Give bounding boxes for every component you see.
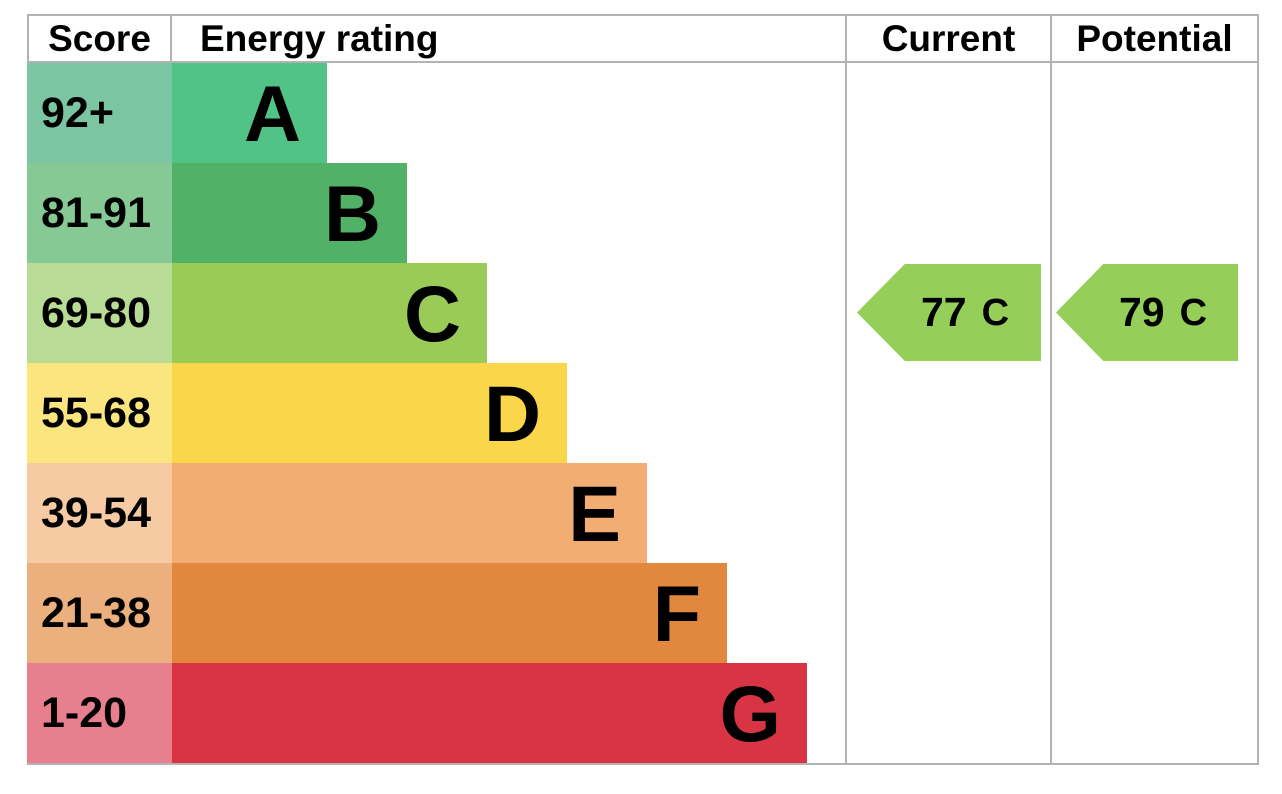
current-rating-letter: C (981, 291, 1010, 334)
rating-letter: G (719, 668, 781, 758)
table-right-border (1257, 14, 1259, 765)
potential-column-header: Potential (1076, 18, 1233, 59)
score-range-cell: 81-91 (27, 163, 172, 263)
table-top-border (27, 14, 1259, 16)
rating-letter: E (568, 468, 621, 558)
band-row-d: 55-68 D (27, 363, 1227, 463)
rating-letter: D (483, 368, 541, 458)
band-row-a: 92+ A (27, 63, 1227, 163)
rating-bar-g: G (172, 663, 807, 763)
band-row-c: 69-80 C (27, 263, 1227, 363)
energy-rating-column-header: Energy rating (200, 18, 439, 59)
current-column-header: Current (881, 18, 1016, 59)
score-range-cell: 69-80 (27, 263, 172, 363)
band-row-e: 39-54 E (27, 463, 1227, 563)
rating-bar-f: F (172, 563, 727, 663)
rating-bar-e: E (172, 463, 647, 563)
table-bottom-border (27, 763, 1259, 765)
score-column-divider (170, 14, 172, 63)
rating-letter: F (652, 568, 701, 658)
potential-column-divider (1050, 14, 1052, 765)
score-range-cell: 39-54 (27, 463, 172, 563)
score-range-cell: 55-68 (27, 363, 172, 463)
rating-letter: B (323, 168, 381, 258)
score-column-header: Score (48, 18, 151, 59)
band-row-f: 21-38 F (27, 563, 1227, 663)
rating-letter: C (403, 268, 461, 358)
current-column-divider (845, 14, 847, 765)
band-row-g: 1-20 G (27, 663, 1227, 763)
band-row-b: 81-91 B (27, 163, 1227, 263)
rating-bar-d: D (172, 363, 567, 463)
score-range-cell: 92+ (27, 63, 172, 163)
potential-rating-value: 79 (1118, 289, 1165, 335)
rating-bar-a: A (172, 63, 327, 163)
header-left-border (27, 14, 29, 63)
score-range-cell: 1-20 (27, 663, 172, 763)
score-range-cell: 21-38 (27, 563, 172, 663)
rating-bar-c: C (172, 263, 487, 363)
current-rating-value: 77 (920, 289, 967, 335)
rating-letter: A (243, 68, 301, 158)
rating-bar-b: B (172, 163, 407, 263)
header-bottom-border (27, 61, 1259, 63)
potential-rating-arrow: 79 C (1056, 264, 1238, 361)
potential-rating-letter: C (1179, 291, 1208, 334)
